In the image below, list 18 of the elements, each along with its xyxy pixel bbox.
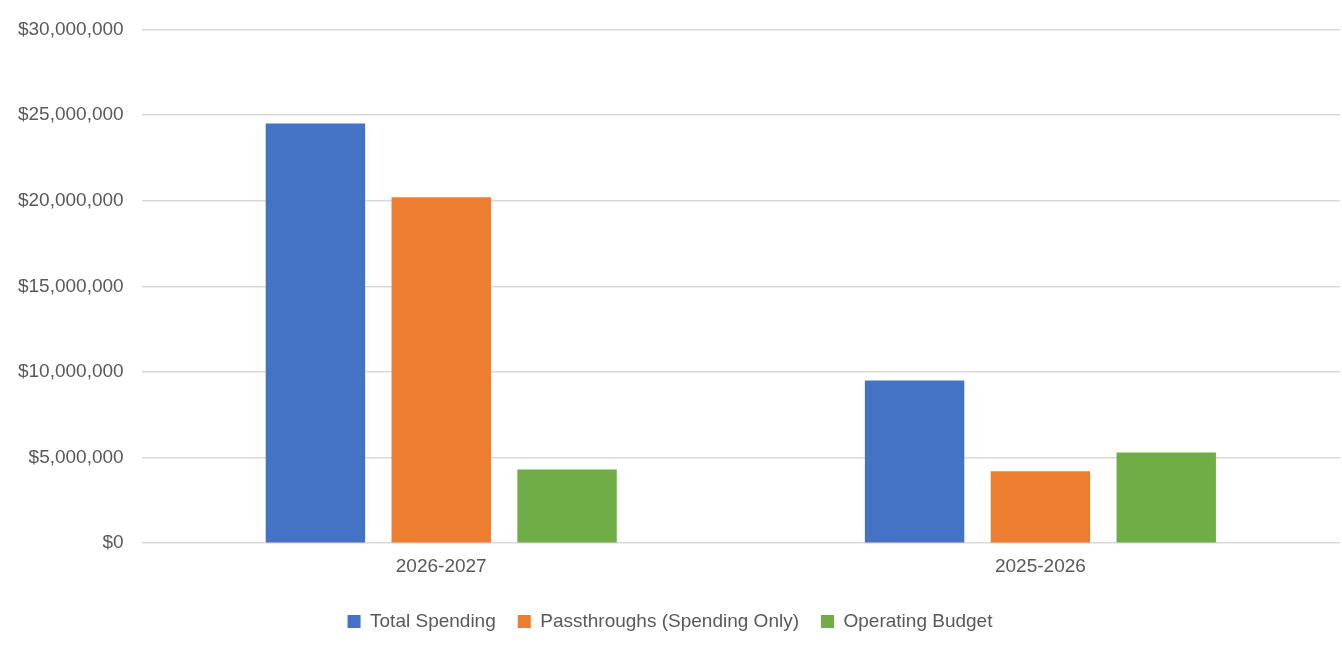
bar xyxy=(265,123,366,543)
y-tick-label: $15,000,000 xyxy=(17,274,124,296)
bar xyxy=(391,197,491,543)
legend-label: Total Spending xyxy=(370,609,496,631)
x-tick-label: 2026-2027 xyxy=(395,554,487,576)
bar xyxy=(990,471,1091,543)
bar xyxy=(864,380,965,543)
y-tick-label: $5,000,000 xyxy=(28,445,124,467)
bar xyxy=(1116,452,1216,543)
legend-label: Operating Budget xyxy=(843,609,994,631)
legend-label: Passthroughs (Spending Only) xyxy=(540,609,800,631)
y-tick-label: $20,000,000 xyxy=(17,188,124,210)
y-tick-label: $10,000,000 xyxy=(17,360,124,382)
x-tick-label: 2025-2026 xyxy=(994,554,1086,576)
y-tick-label: $0 xyxy=(102,531,124,553)
y-tick-label: $25,000,000 xyxy=(17,103,124,125)
bar xyxy=(517,469,617,543)
y-tick-label: $30,000,000 xyxy=(17,17,124,39)
